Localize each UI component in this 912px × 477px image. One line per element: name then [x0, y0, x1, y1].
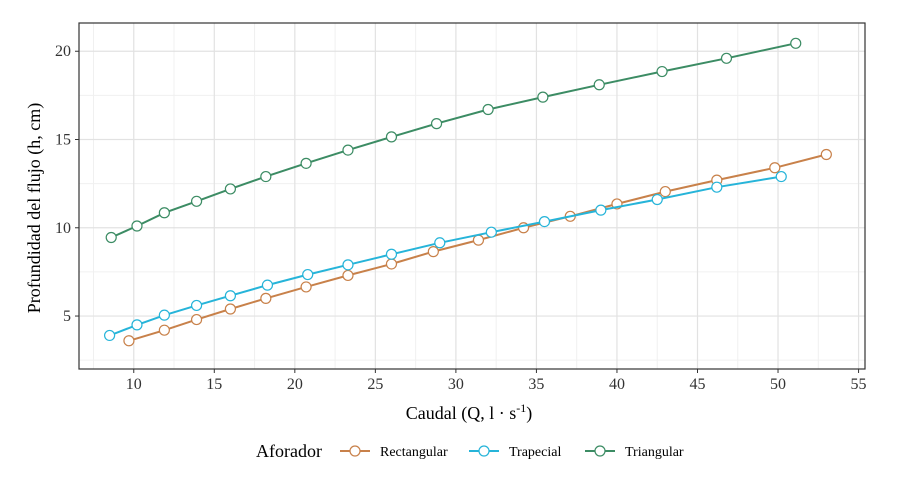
- triangular-point: [720, 52, 733, 64]
- rectangular-point: [769, 162, 781, 174]
- x-tick-label: 10: [126, 376, 142, 393]
- rectangular-point: [158, 324, 170, 336]
- trapecial-point: [485, 226, 497, 238]
- triangular-point: [537, 91, 549, 103]
- trapecial-point: [302, 268, 314, 281]
- triangular-point: [656, 65, 668, 78]
- rectangular-point: [659, 185, 671, 198]
- triangular-point: [430, 118, 443, 130]
- y-axis-title: Profundidad del flujo (h, cm): [24, 103, 45, 313]
- legend-title: Aforador: [256, 441, 322, 461]
- triangular-point: [790, 37, 802, 49]
- x-tick-label: 20: [287, 376, 303, 393]
- triangular-point: [131, 220, 143, 232]
- rectangular-point: [123, 335, 135, 347]
- trapecial-point: [651, 193, 663, 206]
- trapecial-point: [434, 237, 446, 249]
- series-trapecial: [104, 170, 787, 342]
- x-tick-label: 35: [528, 376, 544, 393]
- series-triangular: [105, 37, 802, 244]
- triangular-point: [593, 79, 605, 91]
- x-tick-label: 45: [689, 376, 705, 393]
- panel-border: [78, 22, 866, 370]
- trapecial-point: [131, 319, 143, 331]
- x-tick-label: 50: [770, 376, 786, 393]
- y-tick-label: 15: [55, 132, 71, 149]
- rectangular-point: [260, 292, 272, 304]
- y-tick-label: 10: [55, 220, 71, 237]
- x-tick-label: 30: [448, 376, 464, 393]
- legend-item-triangular: Triangular: [585, 445, 684, 460]
- legend-label-triangular: Triangular: [625, 445, 684, 460]
- trapecial-point: [385, 248, 398, 260]
- trapecial-point: [595, 204, 607, 216]
- legend-marker: [478, 445, 490, 457]
- triangular-point: [224, 183, 237, 195]
- x-tick-label: 25: [367, 376, 383, 393]
- trapecial-point: [342, 259, 354, 271]
- triangular-point: [342, 144, 354, 156]
- rectangular-point: [224, 303, 237, 315]
- y-tick-label: 20: [55, 43, 71, 60]
- trapecial-line: [109, 175, 782, 337]
- rectangular-point: [820, 148, 832, 161]
- x-tick-label: 15: [206, 376, 222, 393]
- rectangular-point: [427, 246, 439, 258]
- triangular-point: [190, 195, 203, 207]
- legend-item-trapecial: Trapecial: [469, 445, 561, 460]
- axes: [75, 22, 866, 373]
- trapecial-point: [190, 299, 203, 312]
- legend-item-rectangular: Rectangular: [340, 445, 448, 460]
- series-layer: [104, 37, 832, 347]
- trapecial-point: [538, 215, 551, 228]
- legend: Aforador Rectangular Trapecial Triangular: [256, 441, 684, 461]
- triangular-point: [300, 157, 312, 169]
- trapecial-point: [711, 181, 723, 193]
- legend-marker: [594, 445, 606, 457]
- x-axis-title: Caudal (Q, l · s-1): [406, 401, 532, 424]
- rectangular-point: [342, 269, 354, 282]
- legend-label-rectangular: Rectangular: [380, 445, 448, 460]
- x-tick-label: 40: [609, 376, 625, 393]
- rectangular-point: [300, 281, 312, 293]
- triangular-point: [105, 231, 117, 244]
- triangular-line: [110, 42, 796, 239]
- rectangular-point: [472, 234, 485, 246]
- y-tick-label: 5: [63, 308, 71, 325]
- triangular-point: [385, 131, 398, 143]
- x-tick-label: 55: [851, 376, 867, 393]
- legend-label-trapecial: Trapecial: [509, 445, 561, 460]
- triangular-point: [158, 207, 170, 219]
- triangular-point: [482, 103, 494, 116]
- rectangular-point: [385, 258, 398, 270]
- trapecial-point: [104, 329, 116, 342]
- triangular-point: [260, 170, 272, 183]
- legend-marker: [349, 445, 361, 457]
- trapecial-point: [261, 279, 274, 291]
- trapecial-point: [775, 170, 787, 183]
- trapecial-point: [224, 290, 237, 302]
- rectangular-point: [190, 313, 203, 326]
- trapecial-point: [158, 309, 170, 321]
